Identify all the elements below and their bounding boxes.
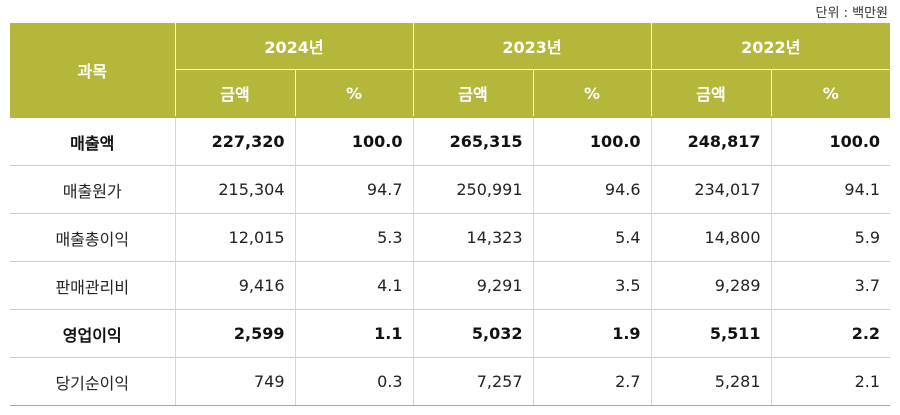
row-label: 영업이익: [10, 309, 175, 358]
table-row: 매출액 227,320 100.0 265,315 100.0 248,817 100.0: [10, 116, 891, 166]
cell-percent-2022: 100.0: [770, 116, 891, 166]
cell-percent-2024: 94.7: [294, 165, 414, 214]
cell-percent-2024: 4.1: [294, 261, 414, 310]
cell-amount-2023: 9,291: [412, 261, 534, 310]
cell-amount-2023: 5,032: [412, 309, 534, 358]
cell-amount-2022: 5,511: [650, 309, 772, 358]
table-header: 과목 2024년 2023년 2022년 금액 % 금액 % 금액 %: [10, 22, 891, 118]
cell-percent-2024: 5.3: [294, 213, 414, 262]
year-header-2024: 2024년: [174, 22, 414, 70]
header-row-years: 과목 2024년 2023년 2022년: [10, 22, 891, 118]
cell-amount-2024: 2,599: [174, 309, 295, 358]
cell-percent-2022: 2.2: [770, 309, 891, 358]
cell-amount-2024: 749: [174, 357, 295, 406]
cell-percent-2023: 3.5: [532, 261, 652, 310]
cell-percent-2022: 94.1: [770, 165, 891, 214]
table-row: 판매관리비 9,416 4.1 9,291 3.5 9,289 3.7: [10, 261, 891, 310]
cell-amount-2022: 234,017: [650, 165, 772, 214]
cell-percent-2022: 5.9: [770, 213, 891, 262]
unit-note: 단위 : 백만원: [815, 6, 888, 21]
cell-percent-2022: 3.7: [770, 261, 891, 310]
cell-amount-2023: 250,991: [412, 165, 534, 214]
amount-header: 금액: [174, 69, 296, 118]
percent-header: %: [294, 69, 414, 118]
percent-header: %: [770, 69, 891, 118]
cell-amount-2024: 9,416: [174, 261, 295, 310]
table-row: 매출원가 215,304 94.7 250,991 94.6 234,017 94.1: [10, 165, 891, 214]
cell-amount-2022: 9,289: [650, 261, 772, 310]
row-label: 당기순이익: [10, 357, 175, 406]
cell-amount-2022: 14,800: [650, 213, 772, 262]
cell-percent-2024: 0.3: [294, 357, 414, 406]
cell-percent-2023: 1.9: [532, 309, 652, 358]
cell-amount-2022: 248,817: [650, 116, 772, 166]
cell-percent-2022: 2.1: [770, 357, 891, 406]
cell-percent-2023: 94.6: [532, 165, 652, 214]
cell-percent-2023: 5.4: [532, 213, 652, 262]
cell-amount-2022: 5,281: [650, 357, 772, 406]
amount-header: 금액: [650, 69, 772, 118]
header-row-sub: 금액 % 금액 % 금액 %: [10, 69, 891, 118]
table-row: 매출총이익 12,015 5.3 14,323 5.4 14,800 5.9: [10, 213, 891, 262]
row-label: 매출총이익: [10, 213, 175, 262]
year-header-2022: 2022년: [650, 22, 891, 70]
income-statement-table: 과목 2024년 2023년 2022년 금액 % 금액 % 금액 % 매출액 2…: [10, 22, 891, 406]
subject-header: 과목: [10, 22, 176, 118]
cell-percent-2023: 2.7: [532, 357, 652, 406]
cell-amount-2024: 215,304: [174, 165, 295, 214]
row-label: 매출액: [10, 116, 175, 166]
cell-percent-2024: 1.1: [294, 309, 414, 358]
cell-amount-2023: 14,323: [412, 213, 534, 262]
table-row: 당기순이익 749 0.3 7,257 2.7 5,281 2.1: [10, 357, 891, 406]
cell-amount-2023: 265,315: [412, 116, 534, 166]
cell-amount-2024: 12,015: [174, 213, 295, 262]
row-label: 매출원가: [10, 165, 175, 214]
amount-header: 금액: [412, 69, 534, 118]
year-header-2023: 2023년: [412, 22, 652, 70]
cell-percent-2023: 100.0: [532, 116, 652, 166]
table-row: 영업이익 2,599 1.1 5,032 1.9 5,511 2.2: [10, 309, 891, 358]
table-body: 매출액 227,320 100.0 265,315 100.0 248,817 100.0 매…: [10, 116, 891, 406]
cell-amount-2024: 227,320: [174, 116, 295, 166]
cell-amount-2023: 7,257: [412, 357, 534, 406]
row-label: 판매관리비: [10, 261, 175, 310]
cell-percent-2024: 100.0: [294, 116, 414, 166]
percent-header: %: [532, 69, 652, 118]
